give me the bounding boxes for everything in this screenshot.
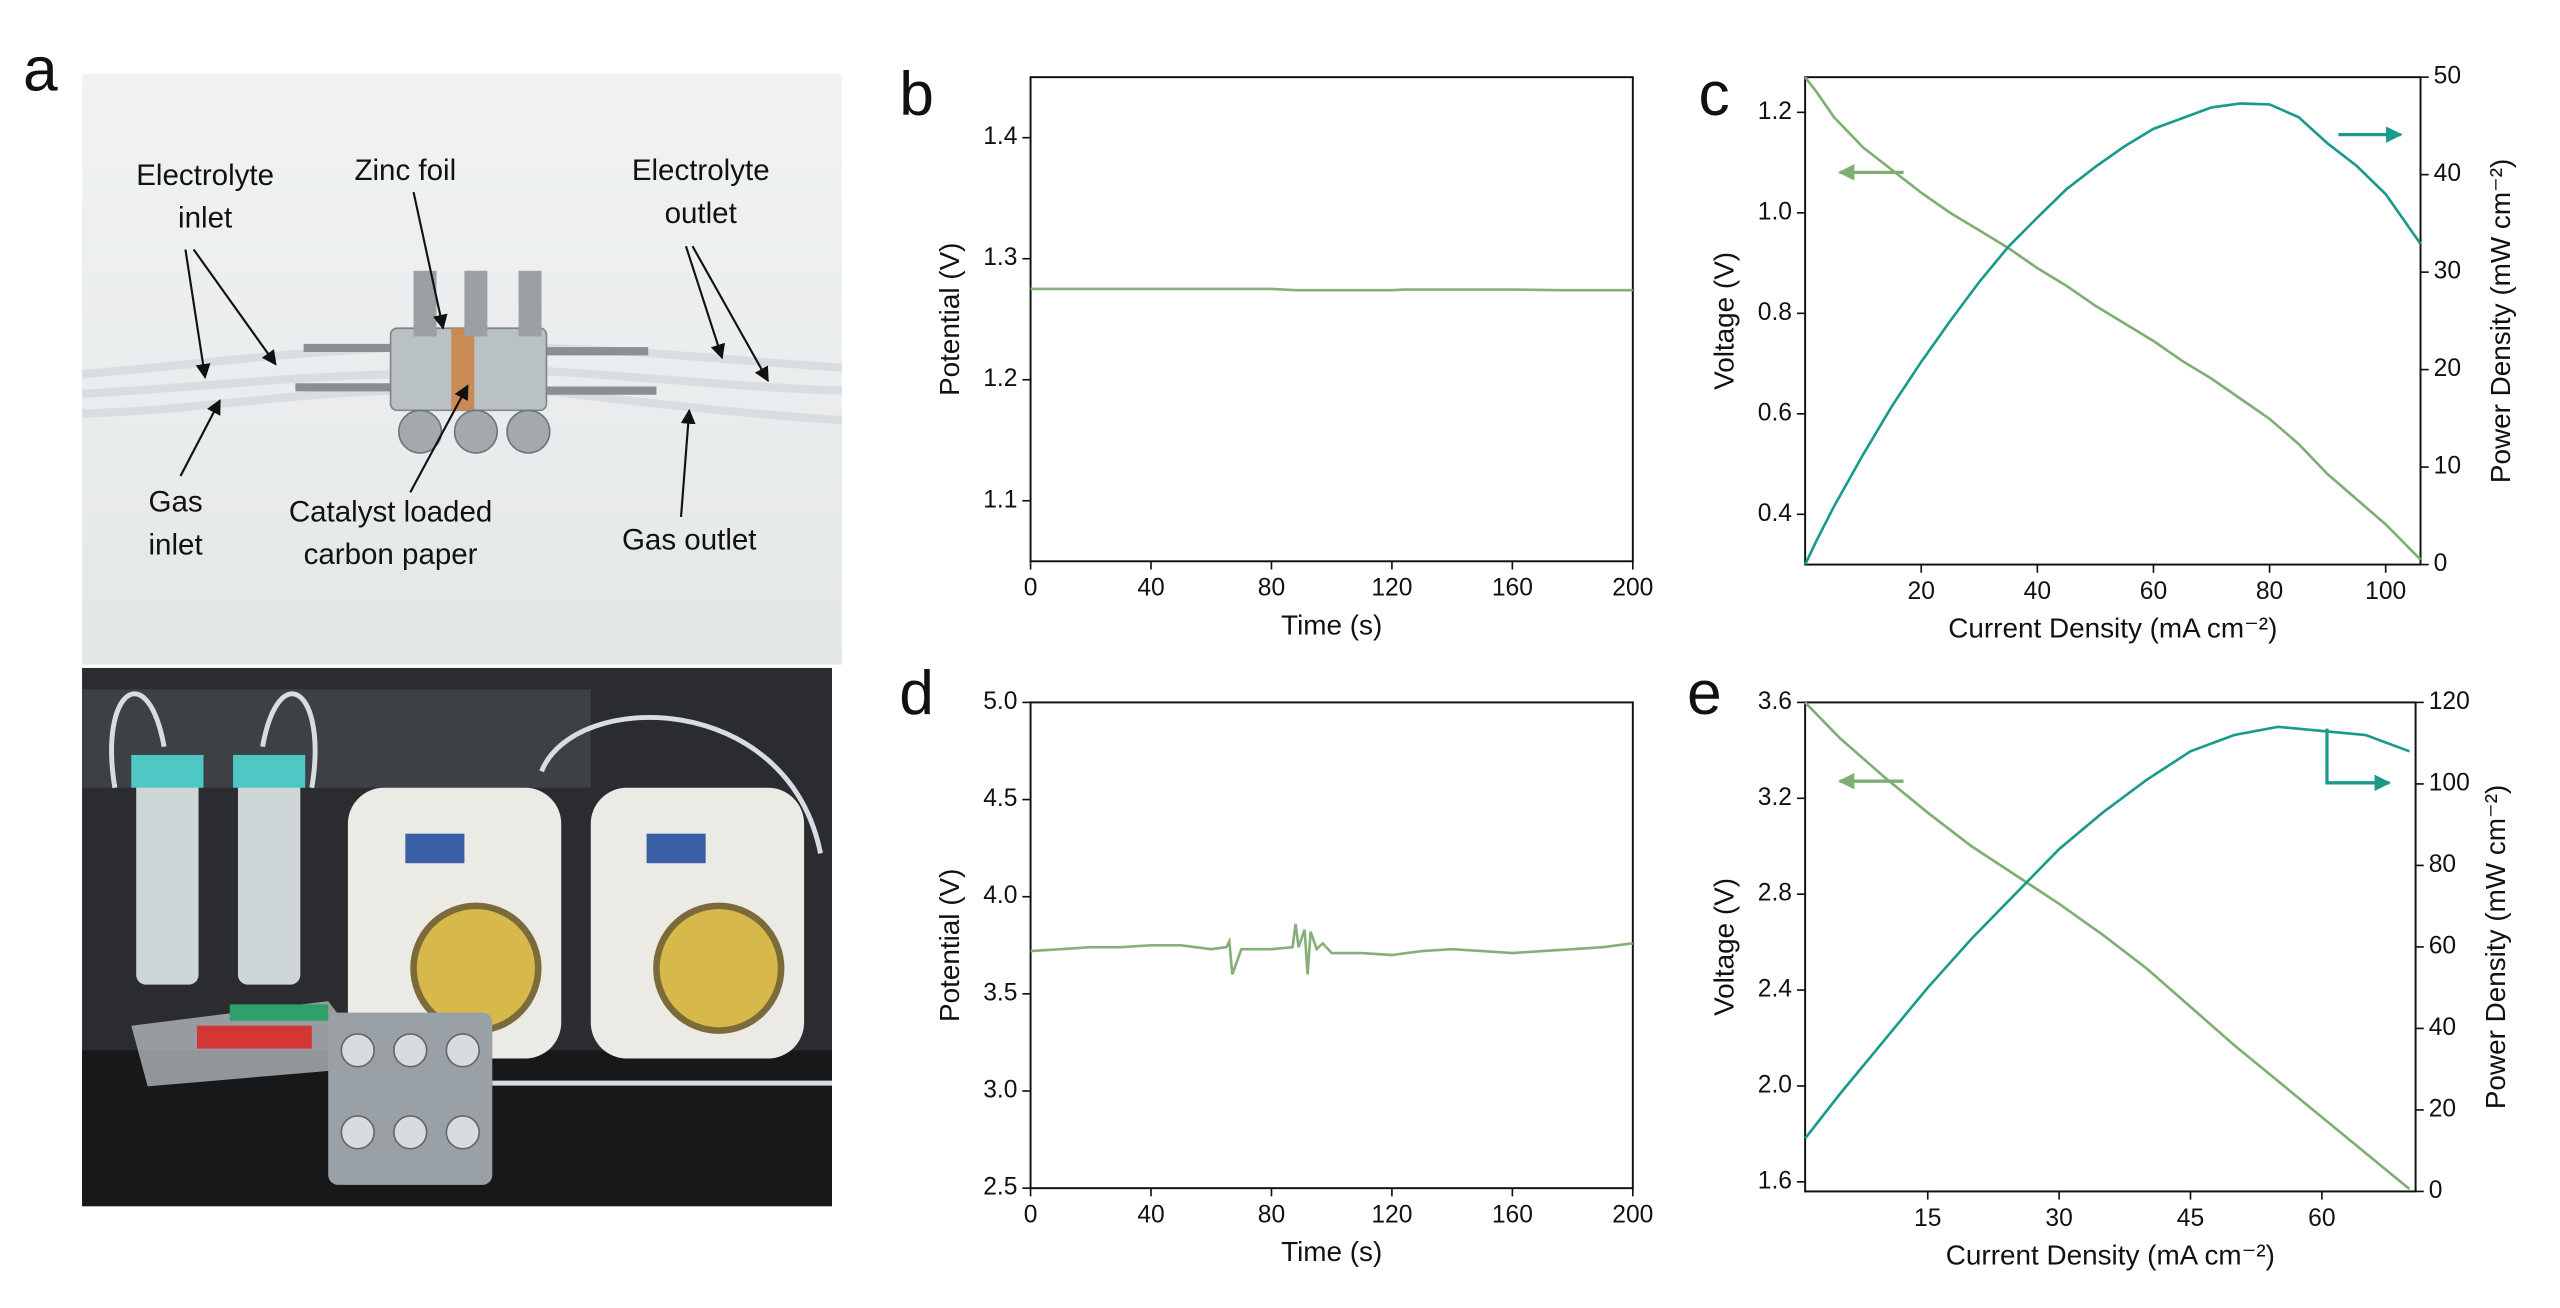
- x-tick-label: 120: [1371, 575, 1412, 602]
- plot-frame: [1804, 76, 2422, 566]
- y2-tick-label: 80: [2429, 851, 2456, 878]
- y2-tick-label: 20: [2434, 355, 2461, 382]
- x-axis-label: Current Density (mA cm⁻²): [1948, 613, 2277, 644]
- x-tick-label: 15: [1914, 1205, 1941, 1232]
- annotation: Gas outlet: [622, 523, 757, 556]
- y-tick-label: 1.1: [983, 486, 1017, 513]
- y-tick-label: 1.3: [983, 244, 1017, 271]
- x-tick-label: 160: [1492, 1202, 1533, 1229]
- y-tick-label: 4.5: [983, 785, 1017, 812]
- x-tick-label: 100: [2365, 578, 2406, 605]
- data-line: [1804, 76, 2422, 561]
- y-tick-label: 4.0: [983, 882, 1017, 909]
- x-axis-label: Time (s): [1281, 1236, 1382, 1267]
- y-tick-label: 1.2: [983, 365, 1017, 392]
- y2-tick-label: 0: [2429, 1177, 2443, 1204]
- x-tick-label: 80: [1258, 575, 1285, 602]
- data-line: [1030, 923, 1633, 975]
- x-tick-label: 40: [2024, 578, 2051, 605]
- x-tick-label: 160: [1492, 575, 1533, 602]
- y-tick-label: 1.2: [1758, 98, 1792, 125]
- panel-label: d: [899, 659, 934, 728]
- x-tick-label: 45: [2177, 1205, 2204, 1232]
- x-axis-label: Time (s): [1281, 609, 1382, 640]
- x-tick-label: 30: [2045, 1205, 2072, 1232]
- data-line: [1804, 701, 2411, 1191]
- data-line: [1803, 102, 2422, 566]
- annotation: inlet: [178, 202, 232, 235]
- panel-label: b: [899, 60, 934, 129]
- y-tick-label: 3.2: [1758, 784, 1792, 811]
- y2-tick-label: 30: [2434, 258, 2461, 285]
- y-axis-label: Potential (V): [934, 243, 965, 396]
- x-tick-label: 200: [1612, 575, 1653, 602]
- y-tick-label: 1.0: [1758, 198, 1792, 225]
- annotation: carbon paper: [304, 538, 478, 571]
- data-line: [1030, 287, 1633, 292]
- y-tick-label: 2.4: [1758, 976, 1792, 1003]
- panel-label: e: [1687, 659, 1722, 728]
- photo-cell: [81, 73, 843, 665]
- annotation-arrows: [179, 191, 769, 518]
- y-tick-label: 0.6: [1758, 399, 1792, 426]
- y-tick-label: 3.5: [983, 979, 1017, 1006]
- y2-tick-label: 60: [2429, 932, 2456, 959]
- y2-tick-label: 120: [2429, 688, 2470, 715]
- plot-frame: [1029, 76, 1634, 563]
- annotation: Zinc foil: [354, 154, 456, 187]
- y2-tick-label: 40: [2429, 1014, 2456, 1041]
- plot-frame: [1029, 701, 1634, 1190]
- y-axis-label: Voltage (V): [1709, 252, 1740, 390]
- y2-tick-label: 20: [2429, 1095, 2456, 1122]
- y-tick-label: 1.4: [983, 123, 1017, 150]
- y-axis-label: Voltage (V): [1709, 878, 1740, 1016]
- x-tick-label: 0: [1024, 575, 1038, 602]
- x-tick-label: 60: [2308, 1205, 2335, 1232]
- y2-axis-label: Power Density (mW cm⁻²): [2485, 159, 2516, 483]
- x-tick-label: 120: [1371, 1202, 1412, 1229]
- y-tick-label: 2.0: [1758, 1071, 1792, 1098]
- x-tick-label: 40: [1137, 1202, 1164, 1229]
- y2-tick-label: 50: [2434, 63, 2461, 90]
- y2-tick-label: 40: [2434, 160, 2461, 187]
- photo-setup: [82, 667, 833, 1207]
- y2-axis-label: Power Density (mW cm⁻²): [2480, 785, 2511, 1109]
- annotation: Catalyst loaded: [289, 495, 492, 528]
- series-indicators: [1837, 126, 2403, 792]
- y-tick-label: 3.6: [1758, 688, 1792, 715]
- annotation: Gas: [149, 486, 203, 519]
- x-tick-label: 40: [1137, 575, 1164, 602]
- x-tick-label: 0: [1024, 1202, 1038, 1229]
- annotation: outlet: [665, 197, 737, 230]
- annotation: Electrolyte: [632, 154, 770, 187]
- annotation: Electrolyte: [136, 159, 274, 192]
- y-tick-label: 2.8: [1758, 880, 1792, 907]
- x-tick-label: 200: [1612, 1202, 1653, 1229]
- panel-label: c: [1698, 60, 1729, 129]
- y-tick-label: 1.6: [1758, 1167, 1792, 1194]
- x-tick-label: 80: [2256, 578, 2283, 605]
- y2-tick-label: 100: [2429, 769, 2470, 796]
- data-line: [1804, 725, 2410, 1140]
- panel-label: a: [23, 35, 58, 104]
- x-tick-label: 60: [2140, 578, 2167, 605]
- annotation: inlet: [149, 528, 203, 561]
- x-tick-label: 20: [1908, 578, 1935, 605]
- y-tick-label: 0.4: [1758, 500, 1792, 527]
- x-tick-label: 80: [1258, 1202, 1285, 1229]
- y-tick-label: 3.0: [983, 1077, 1017, 1104]
- y-tick-label: 5.0: [983, 688, 1017, 715]
- y-tick-label: 2.5: [983, 1174, 1017, 1201]
- y-tick-label: 0.8: [1758, 299, 1792, 326]
- y2-tick-label: 0: [2434, 550, 2448, 577]
- y2-tick-label: 10: [2434, 453, 2461, 480]
- y-axis-label: Potential (V): [934, 869, 965, 1022]
- x-axis-label: Current Density (mA cm⁻²): [1946, 1239, 2275, 1270]
